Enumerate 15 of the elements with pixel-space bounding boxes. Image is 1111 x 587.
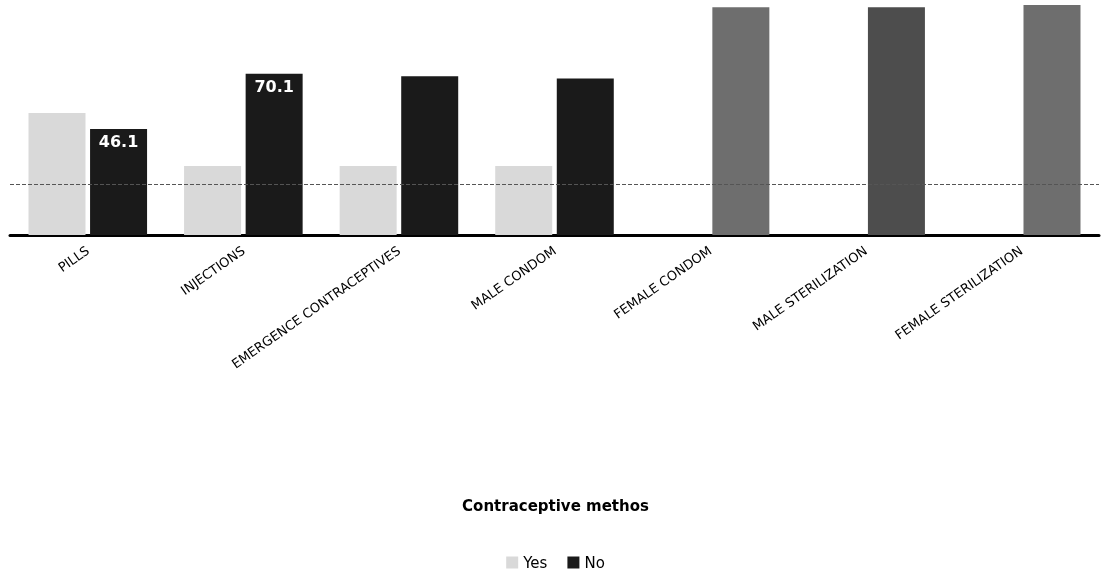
legend-label: Yes: [522, 553, 548, 572]
bar: [495, 166, 553, 235]
bar: [339, 166, 397, 235]
bar: [184, 166, 242, 235]
bar: [1023, 5, 1081, 235]
legend-label: No: [584, 553, 605, 572]
bar: [28, 113, 86, 235]
bar: [712, 7, 770, 235]
bar: [245, 73, 303, 235]
bar: [401, 76, 459, 235]
text: Contraceptive methos: [462, 496, 649, 515]
bar: [556, 78, 614, 235]
data-label: 70.1: [254, 77, 294, 97]
data-label: 46.1: [98, 132, 139, 152]
bar: [90, 128, 148, 235]
